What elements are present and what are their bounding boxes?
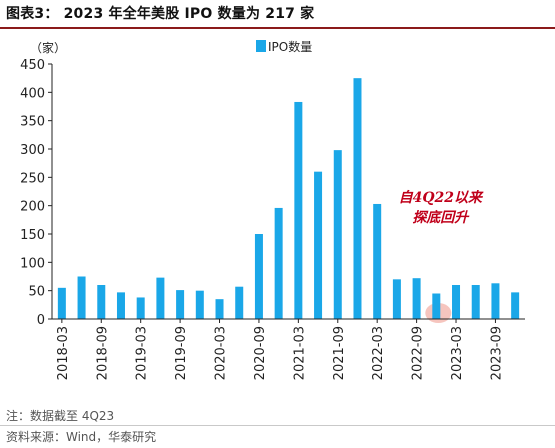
title-divider (0, 27, 555, 29)
x-tick-label: 2021-09 (332, 326, 347, 380)
x-tick-label: 2018-03 (56, 326, 71, 380)
bar-2021-06 (314, 171, 323, 319)
bar-2018-12 (116, 292, 125, 319)
source-note: 资料来源：Wind，华泰研究 (6, 430, 157, 444)
bar-2023-06 (471, 285, 480, 319)
y-unit-label: （家） (30, 40, 66, 55)
bar-2023-09 (491, 283, 500, 319)
y-tick-label: 450 (20, 58, 45, 73)
x-tick-label: 2019-03 (135, 326, 150, 380)
bar-2018-09 (97, 285, 106, 319)
x-tick-label: 2019-09 (174, 326, 189, 380)
x-tick-label: 2018-09 (95, 326, 110, 380)
bar-2022-03 (373, 203, 382, 319)
y-tick-label: 50 (28, 285, 45, 300)
x-tick-label: 2020-03 (214, 326, 229, 380)
x-tick-label: 2023-03 (450, 326, 465, 380)
y-tick-label: 200 (20, 200, 45, 215)
bar-2022-06 (392, 279, 401, 319)
legend-swatch (256, 40, 266, 52)
bar-2023-12 (511, 292, 520, 319)
bar-2021-03 (294, 101, 303, 319)
y-tick-label: 300 (20, 143, 45, 158)
y-tick-label: 0 (37, 313, 45, 328)
bar-2021-12 (353, 78, 362, 319)
bar-2022-09 (412, 278, 421, 319)
y-tick-label: 250 (20, 171, 45, 186)
bar-2019-06 (156, 277, 165, 319)
x-tick-label: 2023-09 (489, 326, 504, 380)
y-tick-label: 400 (20, 86, 45, 101)
x-tick-label: 2020-09 (253, 326, 268, 380)
x-tick-label: 2021-03 (292, 326, 307, 380)
bar-2021-09 (333, 150, 342, 319)
footnote: 注：数据截至 4Q23 (6, 409, 115, 423)
bar-2018-03 (57, 287, 66, 319)
bar-2020-09 (254, 234, 263, 319)
bar-2020-03 (215, 299, 224, 319)
bar-2020-06 (235, 286, 244, 319)
annotation-line: 自4Q22以来 (399, 189, 484, 206)
y-tick-label: 150 (20, 228, 45, 243)
bar-2019-12 (195, 290, 204, 319)
bar-2020-12 (274, 207, 283, 319)
footer-divider (0, 425, 555, 426)
y-tick-label: 100 (20, 256, 45, 271)
legend-label: IPO数量 (268, 39, 312, 54)
x-tick-label: 2022-09 (411, 326, 426, 380)
bar-2023-03 (452, 285, 461, 319)
x-tick-label: 2022-03 (371, 326, 386, 380)
ipo-bar-chart: 0 50 100 150 200 250 300 350 400 450 2018-03 2018-0… (20, 39, 525, 380)
annotation-line: 探底回升 (412, 209, 470, 226)
bar-2019-09 (176, 290, 185, 319)
bar-2018-06 (77, 276, 86, 319)
bar-2019-03 (136, 297, 145, 319)
chart-title: 图表3： 2023 年全年美股 IPO 数量为 217 家 (6, 6, 315, 22)
y-tick-label: 350 (20, 115, 45, 130)
bar-2022-12 (432, 293, 441, 319)
